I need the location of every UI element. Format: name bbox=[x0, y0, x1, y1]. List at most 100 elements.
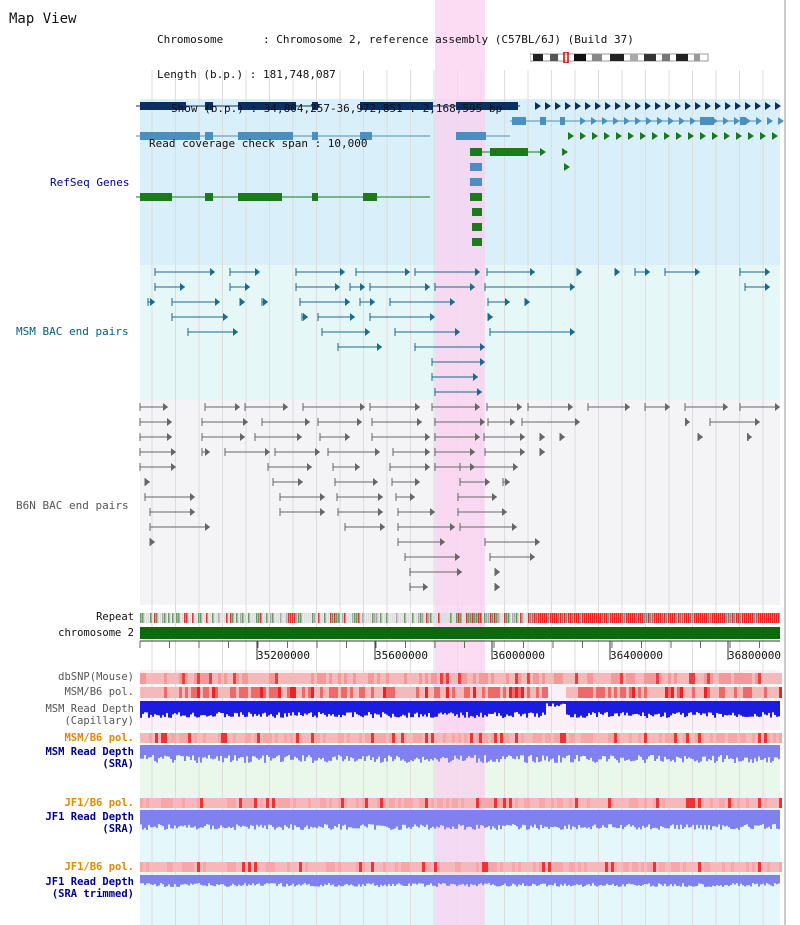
heat-cell bbox=[299, 687, 302, 698]
bac-end-arrow bbox=[520, 448, 525, 456]
heat-cell bbox=[731, 673, 734, 684]
read-depth-bar bbox=[298, 810, 300, 828]
repeat-mark bbox=[356, 613, 358, 623]
read-depth-bar bbox=[186, 745, 188, 757]
read-depth-bar bbox=[714, 875, 716, 887]
heat-cell bbox=[149, 687, 152, 698]
bac-end-arrow bbox=[480, 418, 485, 426]
read-depth-bar bbox=[270, 875, 272, 884]
heat-cell bbox=[326, 687, 329, 698]
heat-cell bbox=[527, 687, 530, 698]
read-depth-bar bbox=[776, 701, 778, 717]
read-depth-bar bbox=[522, 875, 524, 884]
repeat-mark bbox=[580, 613, 582, 623]
heat-cell bbox=[389, 862, 392, 872]
heat-cell bbox=[395, 673, 398, 684]
read-depth-bar bbox=[534, 701, 536, 717]
read-depth-bar bbox=[306, 810, 308, 826]
jf1-read-depth-trim-label: JF1 Read Depth bbox=[45, 876, 134, 888]
bac-end-arrow bbox=[512, 523, 517, 531]
read-depth-bar bbox=[442, 745, 444, 757]
read-depth-bar bbox=[368, 701, 370, 713]
read-depth-bar bbox=[518, 810, 520, 830]
heat-cell bbox=[398, 673, 401, 684]
repeat-mark bbox=[238, 613, 240, 623]
heat-cell bbox=[455, 687, 458, 698]
read-depth-bar bbox=[618, 810, 620, 828]
read-depth-bar bbox=[630, 810, 632, 827]
read-depth-bar bbox=[284, 701, 286, 714]
read-depth-bar bbox=[476, 810, 478, 825]
repeat-mark bbox=[660, 613, 662, 623]
read-depth-bar bbox=[506, 875, 508, 887]
heat-cell bbox=[680, 733, 683, 743]
heat-cell bbox=[215, 673, 218, 684]
heat-cell bbox=[248, 862, 251, 872]
bac-end-arrow bbox=[145, 478, 150, 486]
read-depth-bar bbox=[372, 745, 374, 758]
gene-arrow bbox=[735, 102, 741, 110]
read-depth-bar bbox=[494, 875, 496, 886]
read-depth-bar bbox=[164, 745, 166, 756]
heat-cell bbox=[740, 862, 743, 872]
read-depth-bar bbox=[600, 810, 602, 828]
heat-cell bbox=[353, 862, 356, 872]
read-depth-bar bbox=[304, 810, 306, 828]
heat-cell bbox=[776, 798, 779, 808]
heat-cell bbox=[509, 798, 512, 808]
heat-cell bbox=[308, 733, 311, 743]
repeat-mark bbox=[620, 613, 622, 623]
repeat-mark bbox=[354, 613, 356, 623]
read-depth-bar bbox=[342, 875, 344, 887]
heat-cell bbox=[641, 862, 644, 872]
read-depth-bar bbox=[520, 701, 522, 717]
heat-cell bbox=[455, 798, 458, 808]
read-depth-bar bbox=[420, 875, 422, 884]
repeat-mark bbox=[732, 613, 734, 623]
read-depth-bar bbox=[686, 810, 688, 825]
heat-cell bbox=[755, 673, 758, 684]
read-depth-bar bbox=[290, 745, 292, 760]
heat-cell bbox=[638, 673, 641, 684]
repeat-mark bbox=[700, 613, 702, 623]
read-depth-bar bbox=[332, 701, 334, 715]
chromosome-ideogram[interactable] bbox=[530, 52, 710, 63]
read-depth-bar bbox=[362, 701, 364, 718]
read-depth-bar bbox=[420, 701, 422, 715]
read-depth-bar bbox=[400, 810, 402, 830]
read-depth-bar bbox=[644, 875, 646, 884]
heat-cell bbox=[179, 673, 182, 684]
read-depth-bar bbox=[512, 875, 514, 884]
read-depth-bar bbox=[572, 701, 574, 718]
read-depth-bar bbox=[166, 745, 168, 757]
repeat-mark bbox=[160, 613, 162, 623]
read-depth-bar bbox=[140, 875, 142, 884]
read-depth-bar bbox=[478, 745, 480, 759]
repeat-mark bbox=[548, 613, 550, 623]
heat-cell bbox=[332, 798, 335, 808]
heat-cell bbox=[185, 733, 188, 743]
read-depth-bar bbox=[540, 701, 542, 716]
read-depth-bar bbox=[560, 745, 562, 763]
read-depth-bar bbox=[674, 875, 676, 885]
heat-cell bbox=[683, 733, 686, 743]
repeat-mark bbox=[198, 613, 200, 623]
heat-cell bbox=[539, 862, 542, 872]
read-depth-bar bbox=[378, 701, 380, 715]
read-depth-bar bbox=[730, 701, 732, 716]
heat-cell bbox=[428, 673, 431, 684]
repeat-mark bbox=[724, 613, 726, 623]
heat-cell bbox=[173, 687, 176, 698]
read-depth-bar bbox=[356, 875, 358, 887]
msm-read-depth-sra-sublabel: (SRA) bbox=[102, 758, 134, 770]
read-depth-bar bbox=[244, 810, 246, 827]
read-depth-bar bbox=[276, 701, 278, 715]
read-depth-bar bbox=[750, 810, 752, 829]
read-depth-bar bbox=[206, 745, 208, 759]
read-depth-bar bbox=[314, 875, 316, 887]
read-depth-bar bbox=[386, 745, 388, 762]
repeat-mark bbox=[184, 613, 186, 623]
repeat-mark bbox=[670, 613, 672, 623]
read-depth-bar bbox=[188, 875, 190, 886]
